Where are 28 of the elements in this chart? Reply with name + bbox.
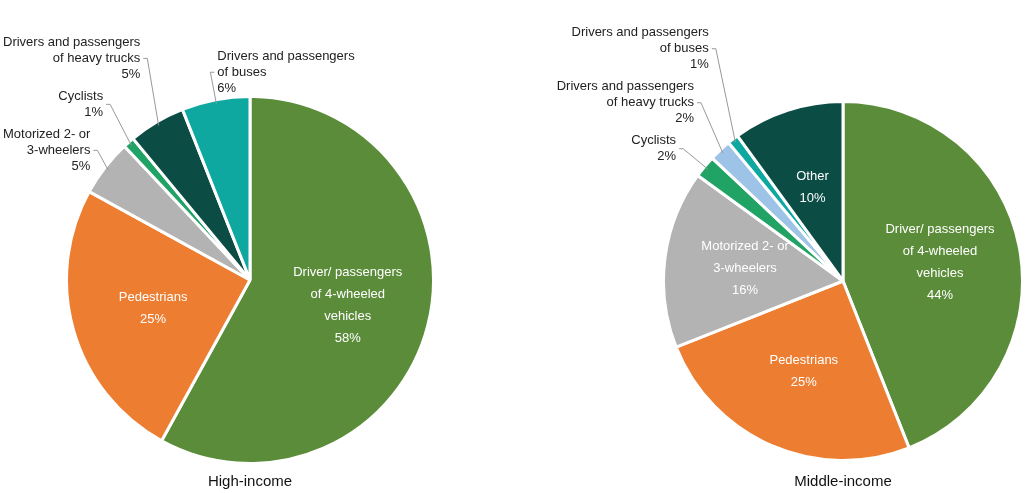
slice-label: Drivers and passengers of heavy trucks <box>556 78 695 110</box>
slice-label: Drivers and passengers of buses <box>217 47 356 79</box>
slice-label: Cyclists <box>58 87 104 103</box>
text: High-income <box>207 472 293 490</box>
data-label: 25% <box>790 374 818 390</box>
data-label: 5% <box>121 65 141 81</box>
slice-label: Pedestrians <box>769 352 839 368</box>
slice-label: Drivers and passengers of buses <box>571 24 710 56</box>
data-label: 2% <box>675 110 695 126</box>
data-label: 1% <box>84 103 104 119</box>
data-label: 44% <box>926 287 954 303</box>
slice-label: Drivers and passengers of heavy trucks <box>2 33 141 65</box>
slice-label: Motorized 2- or 3-wheelers <box>3 125 92 157</box>
data-label: 1% <box>690 56 710 72</box>
data-label: 5% <box>71 157 91 173</box>
slice-label: Motorized 2- or 3-wheelers <box>701 238 790 276</box>
slice-label: Other <box>796 167 830 183</box>
slice-label: Driver/ passengers of 4-wheeled vehicles <box>293 263 403 323</box>
data-label: 10% <box>799 189 826 205</box>
data-label: 58% <box>334 329 362 345</box>
text: Middle-income <box>794 472 892 490</box>
slice-label: Driver/ passengers of 4-wheeled vehicles <box>885 221 996 281</box>
data-label: 25% <box>140 310 167 326</box>
slice-label: Pedestrians <box>118 288 188 304</box>
slice-label: Cyclists <box>631 132 677 148</box>
data-label: 6% <box>217 79 237 95</box>
data-label: 2% <box>657 148 677 164</box>
data-label: 16% <box>732 282 759 298</box>
